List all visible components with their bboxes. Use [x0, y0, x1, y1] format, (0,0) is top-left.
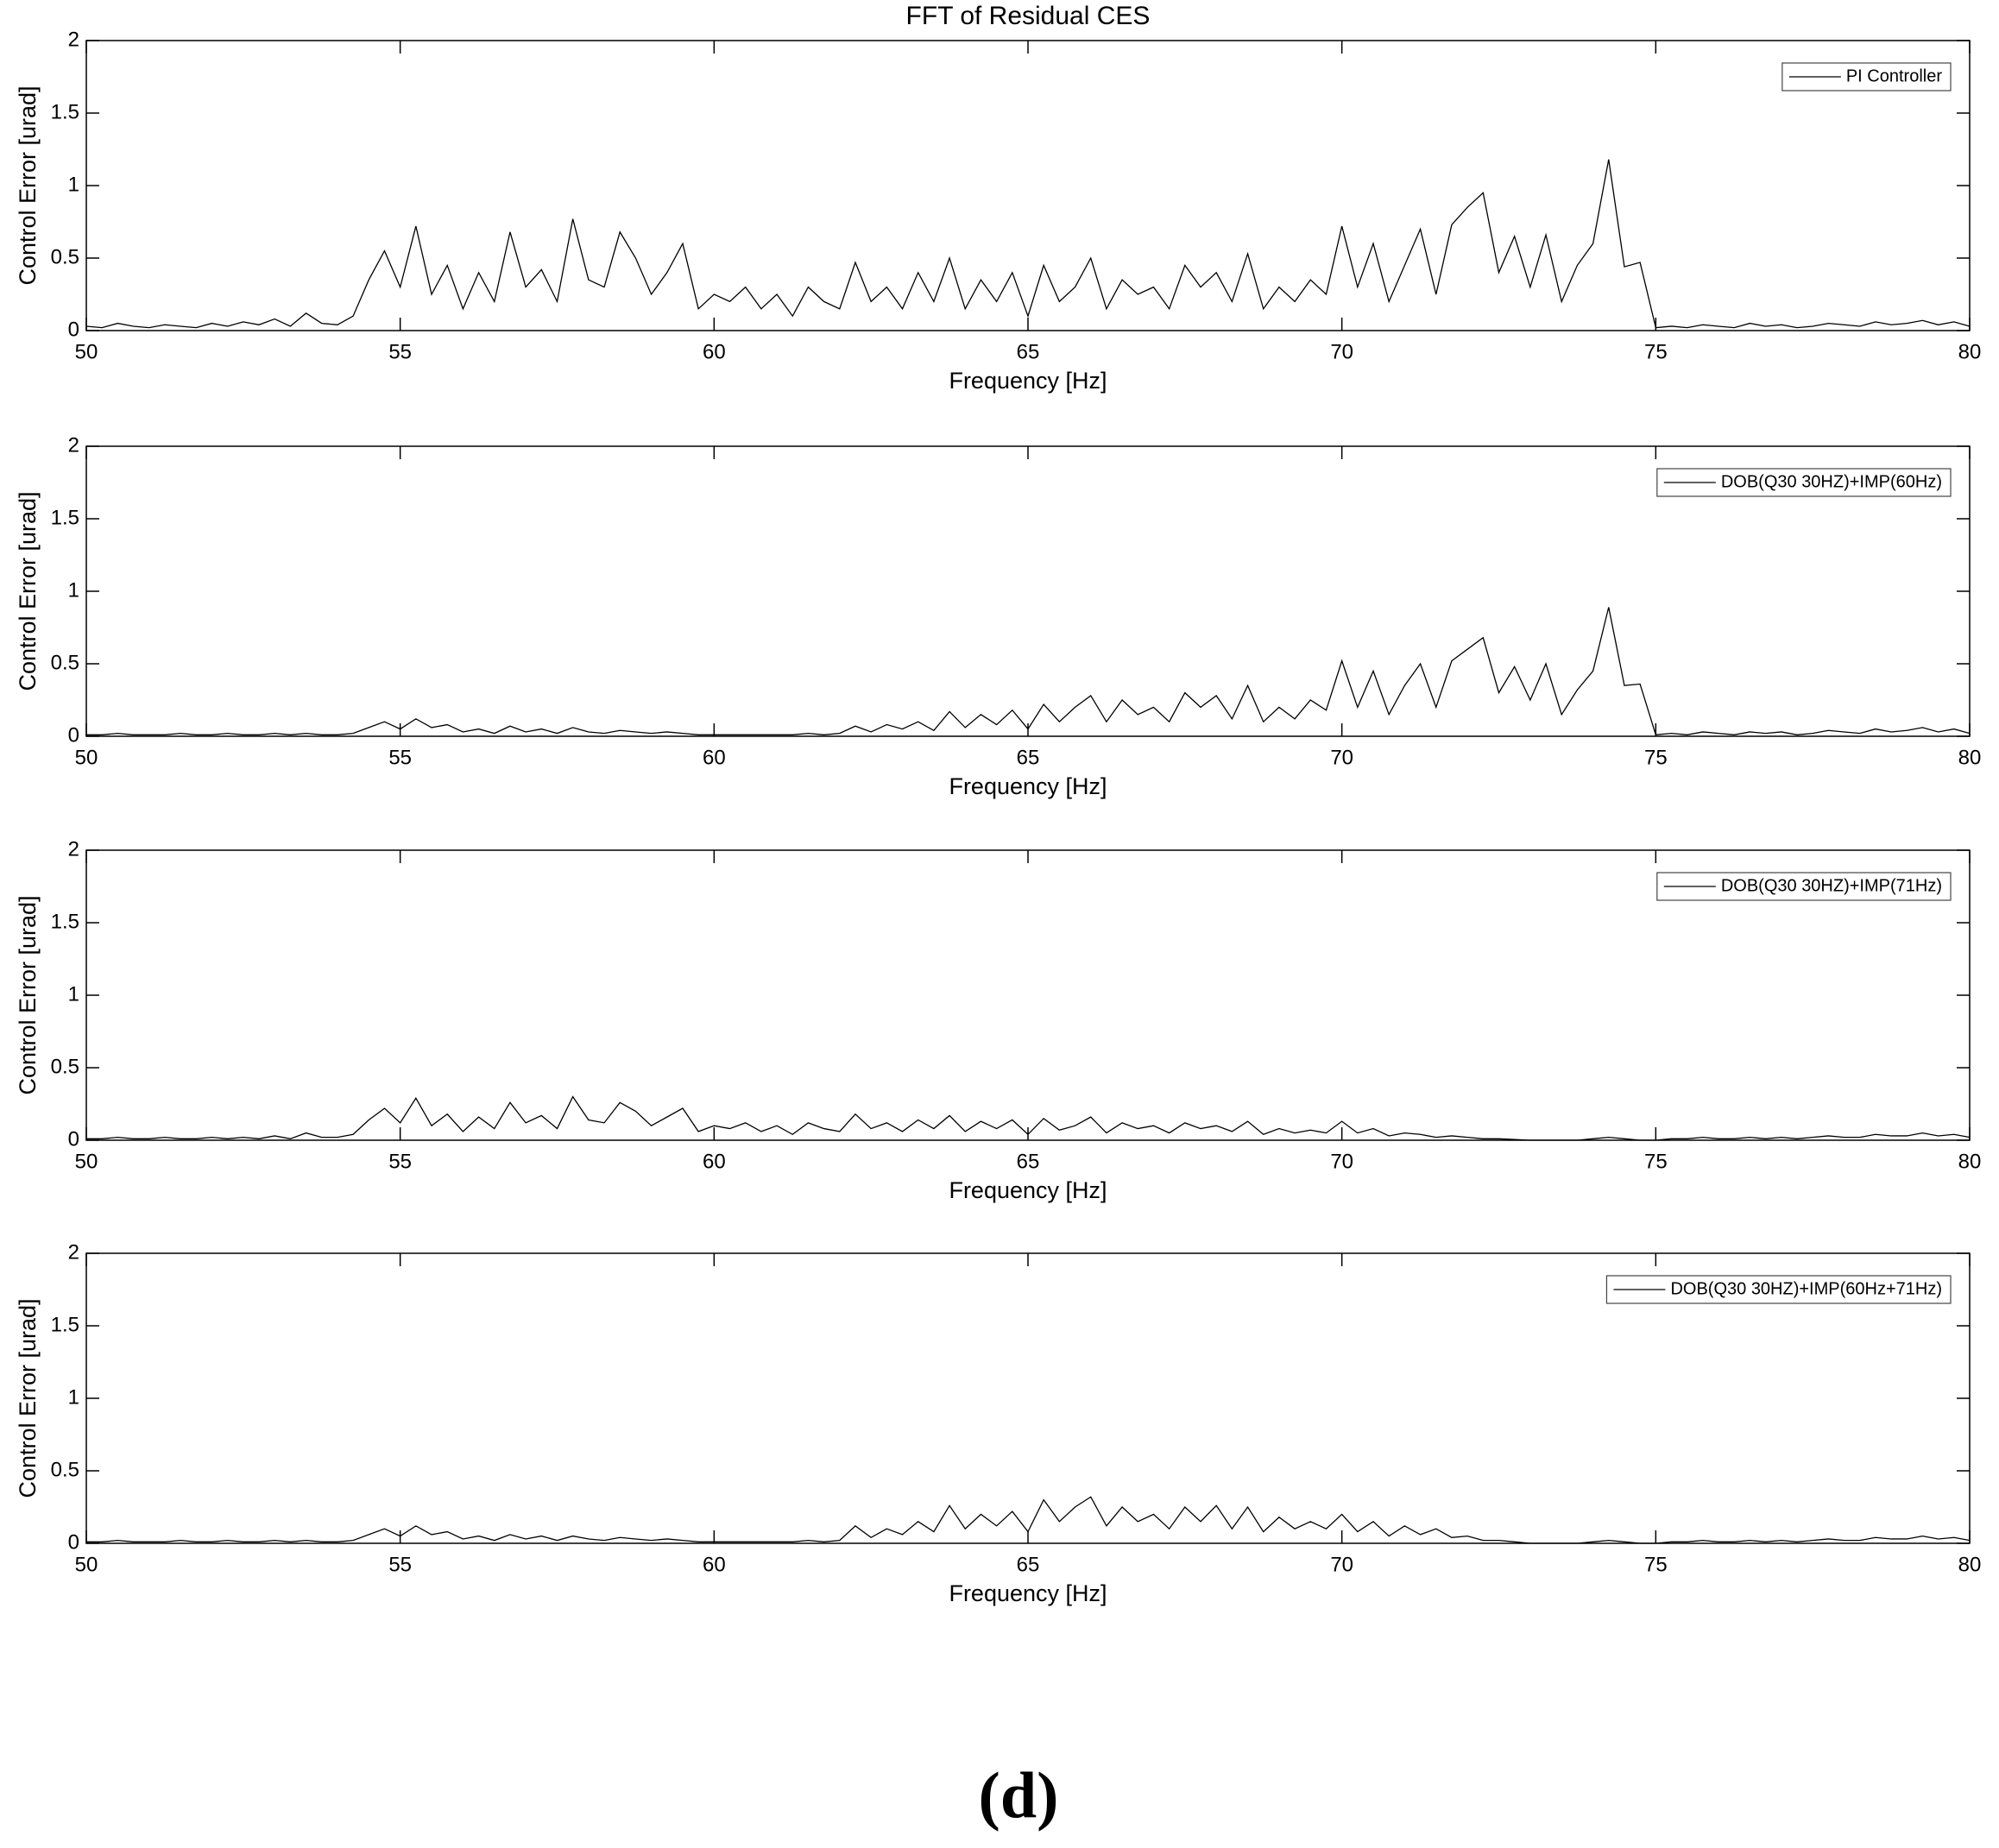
- caption: (d): [979, 1759, 1059, 1832]
- legend: DOB(Q30 30HZ)+IMP(71Hz): [1656, 872, 1952, 901]
- y-tick-label: 0.5: [51, 1055, 79, 1078]
- y-axis-label: Control Error [urad]: [15, 895, 41, 1094]
- subplot: 50 55 60 65 70 75 80 0 0.5 1 1.5 2 Frequency [Hz] Con…: [15, 1240, 1981, 1606]
- x-tick-label: 70: [1330, 340, 1353, 363]
- y-axis-label: Control Error [urad]: [15, 1298, 41, 1498]
- x-tick-label: 60: [703, 1553, 726, 1576]
- x-tick-label: 60: [703, 340, 726, 363]
- legend-box: [1781, 62, 1952, 91]
- x-tick-label: 55: [388, 340, 412, 363]
- legend-box: [1656, 872, 1952, 901]
- y-tick-label: 1: [68, 173, 79, 196]
- axes-box: [85, 445, 1971, 737]
- x-tick-label: 70: [1330, 746, 1353, 769]
- legend-label: PI Controller: [1846, 66, 1942, 85]
- y-tick-label: 0: [68, 1127, 79, 1151]
- plot-area: [86, 41, 1970, 331]
- x-tick-label: 55: [388, 746, 412, 769]
- plot-area: [86, 446, 1970, 736]
- plot-area: [86, 1253, 1970, 1543]
- chart-title: FFT of Residual CES: [906, 2, 1151, 30]
- y-tick-label: 2: [68, 837, 79, 861]
- data-line: [86, 607, 1971, 736]
- y-tick-label: 0: [68, 1530, 79, 1554]
- subplot: FFT of Residual CES 50 55 60 65 70 75 80 0 0.5 1 1.…: [15, 2, 1981, 394]
- x-tick-label: 75: [1644, 746, 1668, 769]
- legend: PI Controller: [1781, 62, 1952, 91]
- x-tick-label: 50: [75, 1150, 98, 1173]
- subplot: 50 55 60 65 70 75 80 0 0.5 1 1.5 2 Frequency [Hz] Con…: [15, 837, 1981, 1203]
- y-tick-label: 0: [68, 318, 79, 341]
- subplot: 50 55 60 65 70 75 80 0 0.5 1 1.5 2 Frequency [Hz] Con…: [15, 433, 1981, 799]
- x-tick-label: 55: [388, 1553, 412, 1576]
- x-tick-label: 65: [1017, 340, 1040, 363]
- axes-box: [85, 1252, 1971, 1544]
- y-tick-label: 1: [68, 982, 79, 1006]
- x-tick-label: 65: [1017, 1553, 1040, 1576]
- y-tick-label: 2: [68, 1240, 79, 1264]
- axes-box: [85, 849, 1971, 1141]
- y-axis-label: Control Error [urad]: [15, 85, 41, 285]
- legend-label: DOB(Q30 30HZ)+IMP(71Hz): [1721, 876, 1942, 895]
- axes-box: [85, 40, 1971, 331]
- x-tick-label: 70: [1330, 1553, 1353, 1576]
- y-tick-label: 1: [68, 1385, 79, 1409]
- x-tick-label: 80: [1958, 746, 1982, 769]
- legend-label: DOB(Q30 30HZ)+IMP(60Hz+71Hz): [1670, 1279, 1942, 1298]
- y-tick-label: 1.5: [51, 506, 79, 529]
- x-axis-label: Frequency [Hz]: [949, 1580, 1107, 1606]
- x-tick-label: 55: [388, 1150, 412, 1173]
- y-tick-label: 1.5: [51, 1313, 79, 1336]
- x-tick-label: 50: [75, 746, 98, 769]
- y-tick-label: 1.5: [51, 910, 79, 933]
- y-tick-label: 2: [68, 433, 79, 457]
- y-tick-label: 0.5: [51, 245, 79, 268]
- x-tick-label: 70: [1330, 1150, 1353, 1173]
- x-axis-label: Frequency [Hz]: [949, 368, 1107, 394]
- x-tick-label: 50: [75, 1553, 98, 1576]
- data-line: [85, 159, 1971, 329]
- legend-label: DOB(Q30 30HZ)+IMP(60Hz): [1721, 472, 1942, 491]
- legend-box: [1656, 468, 1952, 497]
- x-tick-label: 60: [703, 1150, 726, 1173]
- y-tick-label: 1: [68, 578, 79, 602]
- x-tick-label: 65: [1017, 1150, 1040, 1173]
- y-tick-label: 0.5: [51, 1458, 79, 1481]
- x-tick-label: 50: [75, 340, 98, 363]
- x-tick-label: 75: [1644, 1150, 1668, 1173]
- y-tick-label: 1.5: [51, 100, 79, 123]
- y-tick-label: 0.5: [51, 651, 79, 674]
- x-tick-label: 65: [1017, 746, 1040, 769]
- x-tick-label: 80: [1958, 1150, 1982, 1173]
- x-axis-label: Frequency [Hz]: [949, 773, 1107, 799]
- y-axis-label: Control Error [urad]: [15, 491, 41, 691]
- plot-area: [86, 850, 1970, 1140]
- x-tick-label: 75: [1644, 1553, 1668, 1576]
- x-tick-label: 80: [1958, 1553, 1982, 1576]
- x-tick-label: 80: [1958, 340, 1982, 363]
- y-tick-label: 2: [68, 28, 79, 51]
- x-tick-label: 60: [703, 746, 726, 769]
- legend: DOB(Q30 30HZ)+IMP(60Hz+71Hz): [1605, 1275, 1952, 1304]
- x-axis-label: Frequency [Hz]: [949, 1177, 1107, 1203]
- y-tick-label: 0: [68, 723, 79, 747]
- legend-box: [1605, 1275, 1952, 1304]
- legend: DOB(Q30 30HZ)+IMP(60Hz): [1656, 468, 1952, 497]
- x-tick-label: 75: [1644, 340, 1668, 363]
